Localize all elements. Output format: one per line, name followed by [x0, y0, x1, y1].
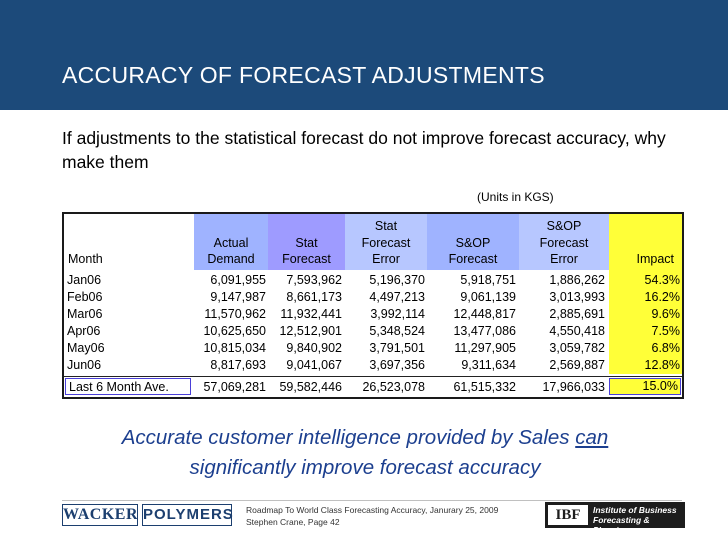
header-sop-forecast: S&OP Forecast — [427, 214, 519, 270]
slide-subtitle: If adjustments to the statistical foreca… — [62, 128, 666, 172]
units-note: (Units in KGS) — [477, 190, 554, 204]
header-stat-forecast: Stat Forecast — [268, 214, 345, 270]
footer-divider — [62, 500, 682, 501]
tagline: Accurate customer intelligence provided … — [121, 426, 609, 479]
footer-line-1: Roadmap To World Class Forecasting Accur… — [246, 505, 499, 515]
header-stat-forecast-error: Stat Forecast Error — [345, 214, 427, 270]
header-actual-demand: Actual Demand — [194, 214, 268, 270]
forecast-table: Month Actual Demand Stat Forecast Stat F… — [62, 212, 684, 399]
table-total-row: Last 6 Month Ave. 57,069,281 59,582,446 … — [64, 376, 682, 398]
table-row: Mar06 11,570,962 11,932,441 3,992,114 12… — [67, 306, 680, 322]
table-row: Jan06 6,091,955 7,593,962 5,196,370 5,91… — [67, 272, 680, 288]
slide-title: ACCURACY OF FORECAST ADJUSTMENTS — [62, 62, 545, 88]
tagline-emphasis: can — [575, 426, 609, 449]
total-impact: 15.0% — [609, 378, 681, 395]
header-month: Month — [68, 252, 103, 266]
polymers-logo: POLYMERS — [142, 504, 233, 526]
title-banner: ACCURACY OF FORECAST ADJUSTMENTS — [0, 0, 728, 110]
header-impact: Impact — [609, 214, 682, 270]
header-sop-forecast-error: S&OP Forecast Error — [519, 214, 609, 270]
total-label: Last 6 Month Ave. — [65, 378, 191, 395]
table-row: Jun06 8,817,693 9,041,067 3,697,356 9,31… — [67, 357, 680, 373]
wacker-logo: WACKER — [62, 504, 138, 526]
footer-line-2: Stephen Crane, Page 42 — [246, 517, 340, 527]
ibf-text: Institute of Business Forecasting & Plan… — [593, 505, 677, 535]
table-row: Feb06 9,147,987 8,661,173 4,497,213 9,06… — [67, 289, 680, 305]
table-row: Apr06 10,625,650 12,512,901 5,348,524 13… — [67, 323, 680, 339]
ibf-logo: IBF Institute of Business Forecasting & … — [545, 502, 685, 535]
table-row: May06 10,815,034 9,840,902 3,791,501 11,… — [67, 340, 680, 356]
ibf-mark: IBF — [548, 505, 588, 525]
